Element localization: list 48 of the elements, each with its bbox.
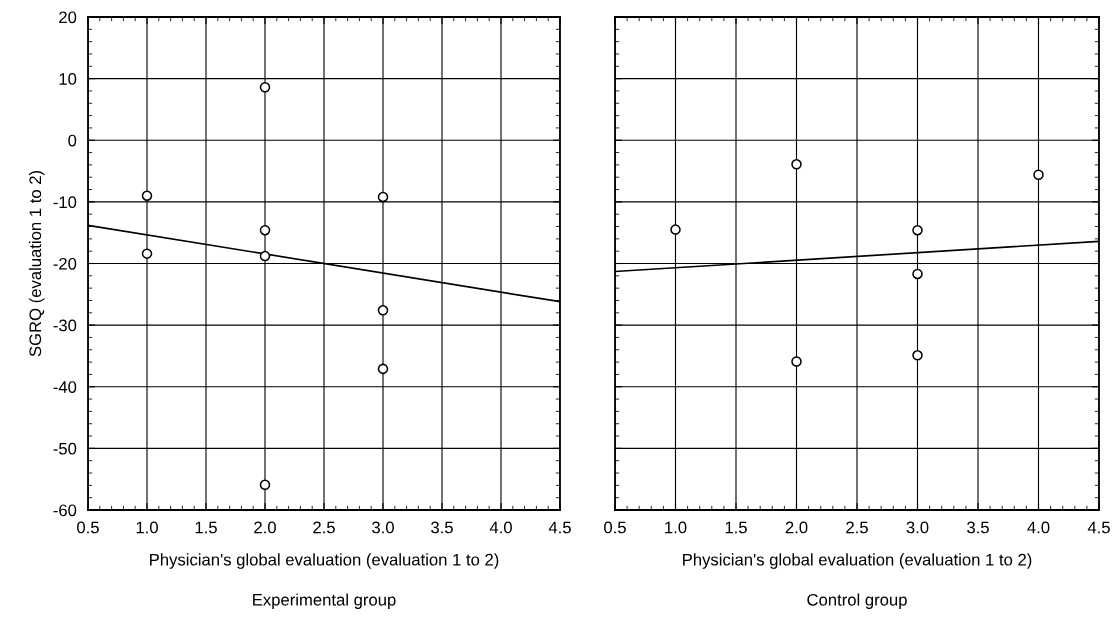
x-tick-label: 3.5 [967, 521, 989, 534]
x-tick-label: 1.0 [665, 521, 687, 534]
x-tick-label: 2.5 [313, 521, 335, 534]
x-tick-label: 1.0 [136, 521, 158, 534]
point [912, 224, 923, 236]
y-tick-label: 10 [59, 73, 77, 85]
point [377, 363, 389, 375]
point [141, 190, 153, 201]
point [1033, 169, 1044, 181]
x-axis-title: Physician's global evaluation (evaluation 1 to 2) [683, 553, 1032, 569]
point [141, 248, 153, 259]
y-tick-label: 0 [68, 134, 77, 147]
text: Control group [807, 593, 907, 609]
x-tick-label: 0.5 [77, 521, 99, 534]
text: Experimental group [253, 593, 396, 609]
x-tick-label: 2.5 [846, 521, 868, 534]
x-tick-label: 4.0 [489, 521, 512, 534]
point [912, 350, 923, 361]
y-tick-label: -30 [53, 319, 77, 332]
x-tick-label: 4.5 [548, 521, 571, 534]
point [377, 305, 389, 316]
x-tick-label: 3.0 [372, 521, 394, 534]
x-tick-label: 2.0 [254, 521, 276, 534]
point [259, 250, 271, 262]
x-tick-label: 1.5 [195, 521, 217, 534]
x-tick-label: 4.0 [1027, 521, 1050, 534]
x-tick-label: 3.5 [431, 521, 453, 534]
point [791, 159, 802, 170]
y-tick-label: -40 [53, 381, 77, 393]
x-tick-label: 3.0 [906, 521, 929, 534]
y-tick-label: -20 [53, 257, 77, 270]
point [259, 224, 271, 236]
y-tick-label: -60 [53, 504, 77, 517]
point [259, 479, 271, 490]
point [259, 81, 271, 93]
x-tick-label: 4.5 [1087, 521, 1110, 534]
x-tick-label: 2.0 [785, 521, 808, 534]
point [670, 224, 681, 235]
point [791, 356, 802, 367]
y-tick-label: -50 [53, 442, 77, 455]
x-axis-title: Physician's global evaluation (evaluation 1 to 2) [150, 553, 499, 569]
y-tick-label: 20 [59, 11, 77, 24]
x-tick-label: 0.5 [604, 521, 626, 534]
point [377, 191, 389, 203]
point [912, 268, 923, 280]
y-axis-title: SGRQ (evaluation 1 to 2) [28, 170, 45, 357]
y-tick-label: -10 [53, 196, 77, 209]
x-tick-label: 1.5 [725, 521, 747, 534]
